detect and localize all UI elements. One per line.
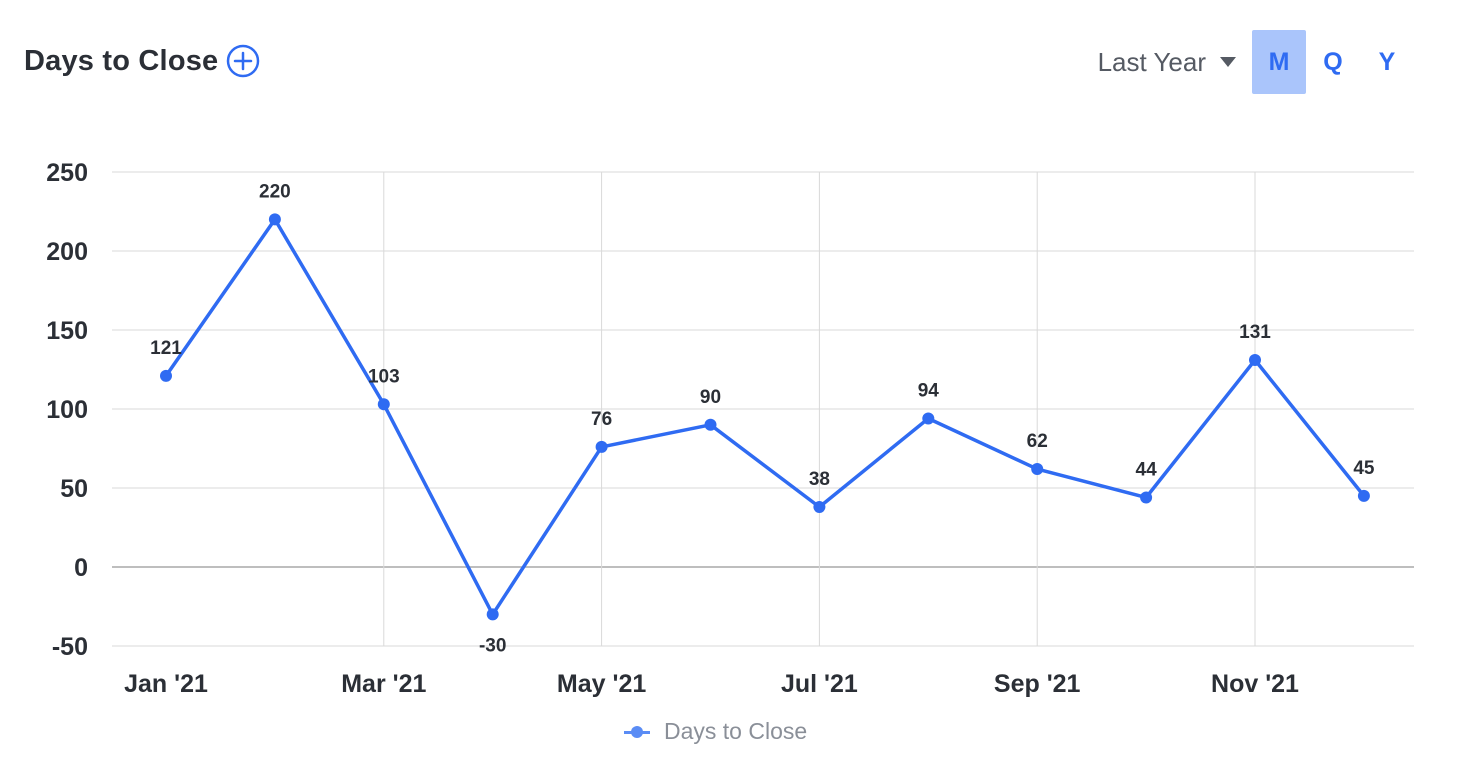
x-tick-label: Nov '21 xyxy=(1211,670,1299,698)
data-point[interactable] xyxy=(377,398,390,411)
data-point[interactable] xyxy=(1357,489,1370,502)
y-tick-label: 150 xyxy=(46,317,88,345)
data-point[interactable] xyxy=(922,412,935,425)
data-label: -30 xyxy=(479,635,506,656)
series-line xyxy=(164,217,1366,617)
period-dropdown-label: Last Year xyxy=(1097,46,1206,77)
data-point[interactable] xyxy=(1031,463,1044,476)
x-tick-label: Mar '21 xyxy=(341,670,426,698)
data-point[interactable] xyxy=(704,418,717,431)
data-label: 38 xyxy=(809,469,830,490)
caret-down-icon xyxy=(1220,57,1236,67)
granularity-quarter-button[interactable]: Q xyxy=(1323,47,1343,76)
x-tick-label: Jul '21 xyxy=(781,670,858,698)
series-layer xyxy=(160,213,1370,621)
data-point[interactable] xyxy=(1249,354,1261,367)
y-tick-label: 250 xyxy=(46,159,88,187)
legend-item[interactable]: Days to Close xyxy=(624,718,807,745)
data-point[interactable] xyxy=(1140,491,1153,504)
data-point[interactable] xyxy=(595,440,608,453)
chart-controls: Last Year M Q Y xyxy=(1098,30,1414,94)
axis-layer: 250 200 150 100 50 0 -50 Jan '21 Mar '21 May '21 J… xyxy=(46,159,1299,698)
legend-label: Days to Close xyxy=(664,718,808,744)
data-label: 76 xyxy=(591,409,612,430)
data-label: 90 xyxy=(700,387,721,408)
legend-swatch-icon xyxy=(624,725,650,739)
x-tick-label: Jan '21 xyxy=(124,670,208,698)
data-label: 131 xyxy=(1239,322,1271,343)
y-tick-label: -50 xyxy=(52,633,88,661)
data-label: 220 xyxy=(259,181,291,202)
chart-title: Days to Close xyxy=(24,44,219,77)
x-tick-label: Sep '21 xyxy=(994,670,1081,698)
y-tick-label: 100 xyxy=(46,396,88,424)
data-point[interactable] xyxy=(486,608,499,621)
add-icon[interactable] xyxy=(226,44,260,78)
data-label: 94 xyxy=(918,380,940,401)
data-label: 121 xyxy=(150,338,182,359)
grid-layer xyxy=(112,171,1414,647)
y-tick-label: 200 xyxy=(46,238,88,266)
data-point[interactable] xyxy=(813,500,826,513)
granularity-month-button[interactable]: M xyxy=(1252,30,1306,94)
period-dropdown[interactable]: Last Year xyxy=(1098,47,1236,78)
data-point[interactable] xyxy=(160,369,172,382)
chart-header: Days to Close xyxy=(24,36,260,86)
granularity-year-button[interactable]: Y xyxy=(1378,47,1396,76)
data-label: 44 xyxy=(1136,459,1158,480)
data-label: 45 xyxy=(1353,458,1375,479)
x-tick-label: May '21 xyxy=(557,670,646,698)
data-point[interactable] xyxy=(268,213,281,226)
data-label: 103 xyxy=(368,366,400,387)
y-tick-label: 50 xyxy=(60,475,88,503)
y-tick-label: 0 xyxy=(74,554,88,582)
data-label: 62 xyxy=(1027,431,1048,452)
data-label-layer: 121 220 103 -30 76 90 38 94 62 44 131 45 xyxy=(150,181,1375,656)
